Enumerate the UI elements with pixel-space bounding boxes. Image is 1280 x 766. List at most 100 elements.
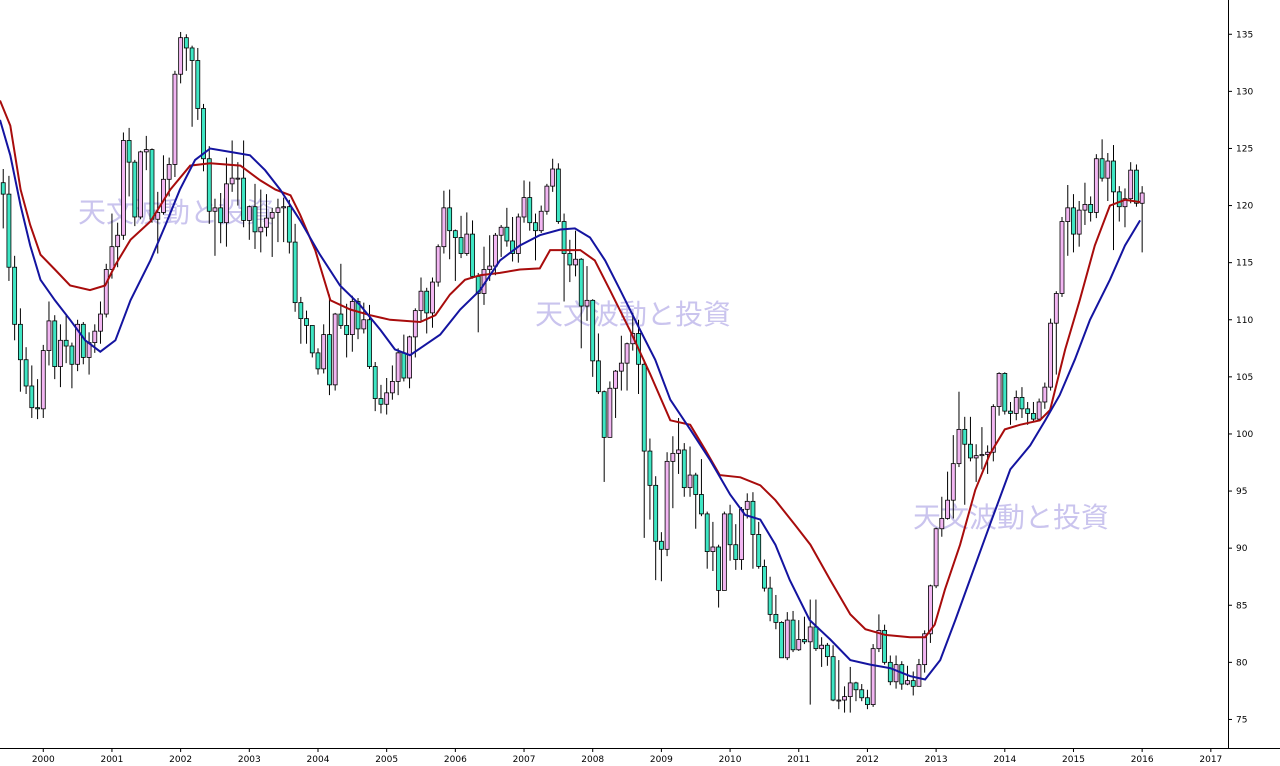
candle-body [1059,221,1065,294]
x-tick-label: 2014 [993,755,1016,765]
candle-body [17,323,23,361]
candle-body [75,323,81,365]
candle-body [1042,386,1048,403]
candle-body [29,385,35,409]
candle-body [853,682,859,691]
candle-body [452,230,458,238]
candle-body [647,450,653,486]
x-tick-label: 2002 [169,755,192,765]
candle-body [762,566,767,589]
moving-average-line [0,119,1141,681]
candle-body [384,392,390,405]
candle-body [1002,373,1008,412]
y-tick-label: 90 [1236,544,1248,554]
candle-body [521,197,527,218]
candle-body [441,207,447,248]
x-tick-label: 2012 [856,755,879,765]
candle-body [824,644,830,658]
candle-body [601,391,607,438]
x-tick-label: 2003 [238,755,261,765]
candle-body [550,168,556,187]
candle-body [607,387,613,438]
candle-body [349,301,355,336]
candle-body [973,455,979,459]
y-tick-label: 120 [1236,202,1253,212]
candle-body [126,140,132,163]
candle-body [578,258,584,307]
candle-body [367,319,372,367]
candle-body [767,587,773,615]
candle-body [1053,293,1059,324]
candle-body [819,644,825,650]
candle-body [882,629,887,663]
candle-body [6,193,12,268]
candle-body [172,73,178,165]
candle-body [876,629,882,650]
candle-body [1088,204,1094,213]
candle-body [670,452,676,462]
candle-body [143,149,149,153]
candle-body [103,269,109,315]
candle-body [716,546,721,591]
candle-body [1065,207,1071,222]
candle-body [372,366,378,399]
candle-body [344,325,350,336]
candle-body [538,210,544,232]
candle-body [802,639,807,643]
candle-body [166,164,172,180]
candle-body [138,151,143,218]
candle-body [1025,408,1031,414]
candle-body [733,544,739,560]
candle-body [527,197,533,224]
y-tick-label: 125 [1236,144,1253,154]
candle-body [887,661,893,683]
candle-body [590,299,596,362]
candle-body [779,621,784,659]
candle-body [315,352,321,370]
candle-body [201,108,206,160]
candle-body [281,206,287,209]
candle-body [121,140,126,236]
candle-body [1116,191,1122,208]
candle-body [447,207,453,232]
y-tick-label: 100 [1236,430,1253,440]
candle-body [727,513,733,546]
candle-body [58,339,63,367]
candle-body [218,207,224,224]
candle-body [401,352,407,379]
candle-body [492,234,498,267]
candle-body [69,345,75,365]
candle-body [515,216,521,254]
candle-body [699,494,704,515]
candle-body [1031,412,1036,420]
candle-body [710,546,716,552]
candle-body [790,619,796,651]
candle-body [945,499,950,519]
candle-body [555,168,561,222]
candle-body [533,222,538,232]
candle-body [470,233,475,277]
candle-body [258,226,264,233]
candle-body [865,697,870,706]
candle-body [235,177,241,180]
x-tick-label: 2010 [719,755,742,765]
candle-body [424,290,430,314]
candle-body [46,320,52,351]
candle-body [847,682,853,698]
y-tick-label: 130 [1236,87,1253,97]
y-tick-label: 75 [1236,715,1247,725]
candle-body [939,518,945,530]
x-tick-label: 2006 [444,755,467,765]
candle-body [275,207,281,213]
y-tick-label: 85 [1236,601,1247,611]
candle-body [430,281,435,314]
candle-body [613,370,618,389]
candle-body [149,149,155,220]
candle-body [161,178,166,213]
y-tick-label: 80 [1236,658,1248,668]
y-tick-label: 105 [1236,373,1253,383]
candle-body [189,47,195,61]
candle-body [418,290,424,312]
x-tick-label: 2005 [375,755,398,765]
